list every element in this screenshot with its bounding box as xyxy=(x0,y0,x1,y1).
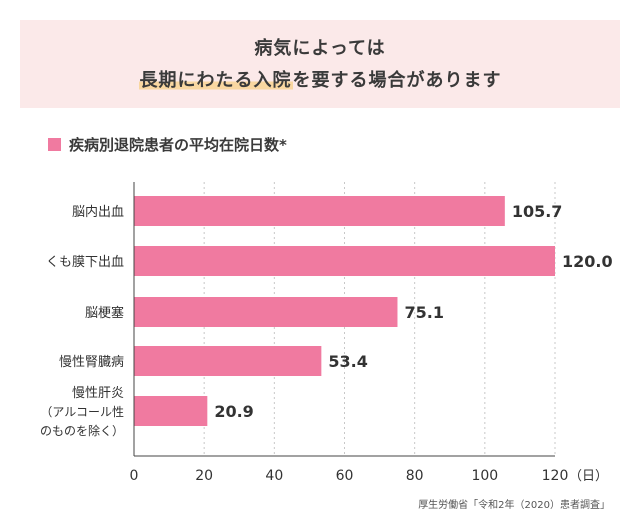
category-label: （アルコール性 xyxy=(40,405,124,419)
data-label: 105.7 xyxy=(512,202,563,221)
chart-title-row: 疾病別退院患者の平均在院日数* xyxy=(48,134,287,154)
data-label: 75.1 xyxy=(404,303,443,322)
tick-label: 0 xyxy=(130,468,139,484)
bar xyxy=(134,246,555,276)
bar xyxy=(134,196,505,226)
category-label: 慢性腎臓病 xyxy=(59,354,124,370)
tick-label: 100 xyxy=(471,468,498,484)
bar xyxy=(134,297,398,327)
data-label: 53.4 xyxy=(328,352,367,371)
tick-label: 60 xyxy=(336,468,354,484)
header-banner: 病気によっては 長期にわたる入院を要する場合があります xyxy=(20,20,620,108)
category-label: のものを除く） xyxy=(40,423,124,438)
x-unit-label: （日） xyxy=(569,469,608,484)
source-note: 厚生労働省「令和2年（2020）患者調査」 xyxy=(418,500,610,511)
banner-highlight: 長期にわたる入院 xyxy=(138,70,293,91)
data-label: 120.0 xyxy=(562,252,613,271)
banner-line-1: 病気によっては xyxy=(254,38,386,59)
category-label: 慢性肝炎 xyxy=(72,385,124,401)
tick-label: 80 xyxy=(406,468,424,484)
bar xyxy=(134,346,322,376)
banner-line-2: 長期にわたる入院を要する場合があります xyxy=(20,66,620,92)
bar xyxy=(134,396,208,426)
data-label: 20.9 xyxy=(214,402,253,421)
category-label: くも膜下出血 xyxy=(46,255,124,270)
tick-label: 40 xyxy=(265,468,283,484)
category-label: 脳梗塞 xyxy=(85,305,124,321)
banner-line-2-rest: を要する場合があります xyxy=(292,70,502,91)
tick-label: 20 xyxy=(195,468,213,484)
tick-label: 120 xyxy=(542,468,569,484)
legend-square-icon xyxy=(48,137,61,151)
category-label: 脳内出血 xyxy=(72,204,124,220)
chart-title: 疾病別退院患者の平均在院日数* xyxy=(69,135,287,154)
